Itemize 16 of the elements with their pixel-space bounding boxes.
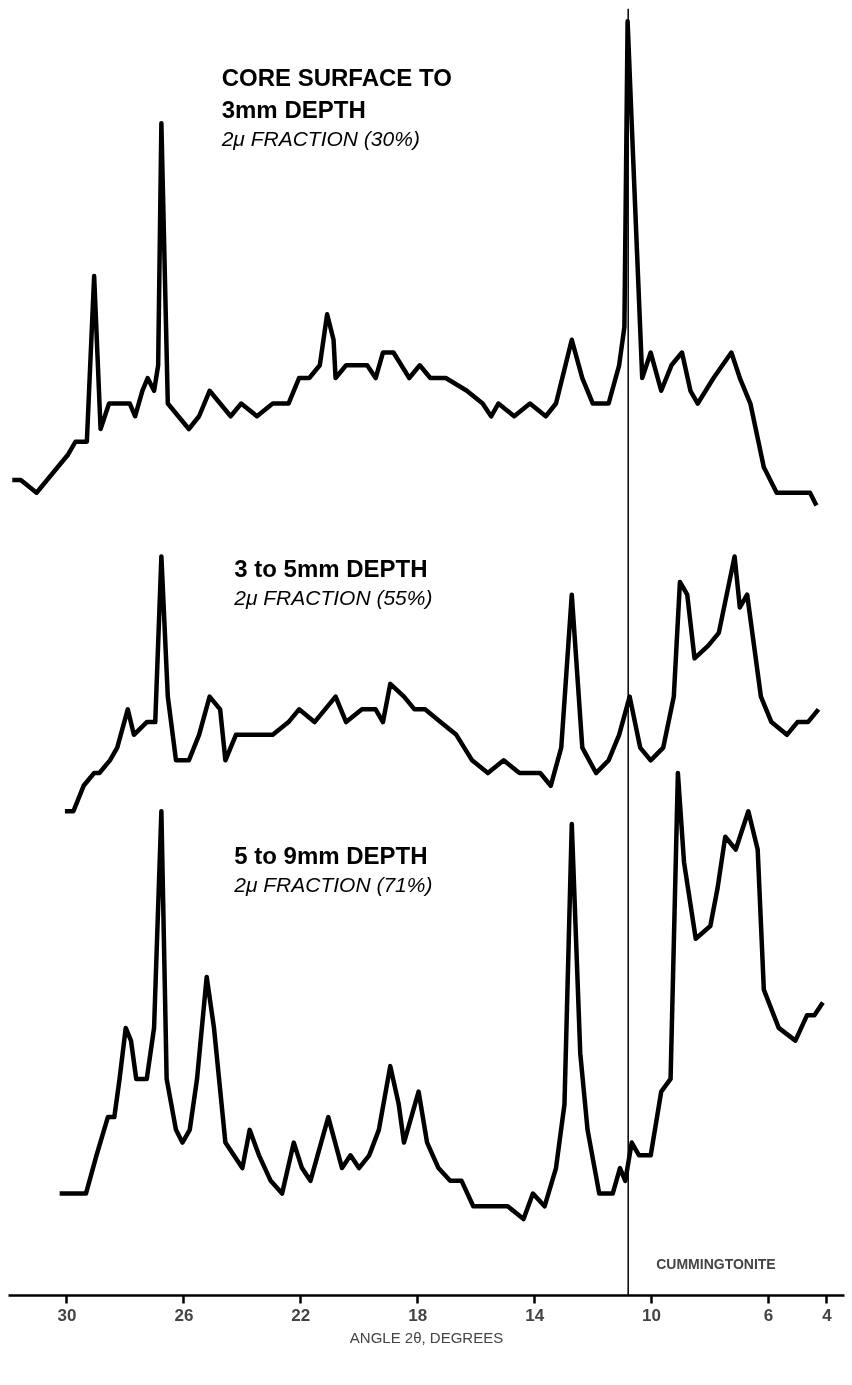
- x-tick-label: 22: [291, 1305, 311, 1325]
- x-axis-title: ANGLE 2θ, DEGREES: [349, 1328, 504, 1346]
- text: CORE SURFACE TO 3mm DEPTH: [221, 63, 452, 124]
- annotation: 2μ FRACTION (55%): [233, 585, 433, 609]
- text: 3 to 5mm DEPTH: [234, 554, 428, 582]
- x-tick-label: 18: [408, 1305, 428, 1325]
- x-tick-label: 6: [763, 1305, 774, 1325]
- x-tick-label: 30: [57, 1305, 77, 1325]
- text: 5 to 9mm DEPTH: [234, 841, 428, 869]
- x-tick-label: 4: [822, 1305, 833, 1325]
- x-tick-label: 10: [642, 1305, 662, 1325]
- annotation: 2μ FRACTION (71%): [233, 872, 433, 896]
- ref-line-label: CUMMINGTONITE: [656, 1255, 776, 1272]
- annotation: 2μ FRACTION (30%): [220, 127, 420, 151]
- x-tick-label: 14: [525, 1305, 545, 1325]
- x-tick-label: 26: [174, 1305, 194, 1325]
